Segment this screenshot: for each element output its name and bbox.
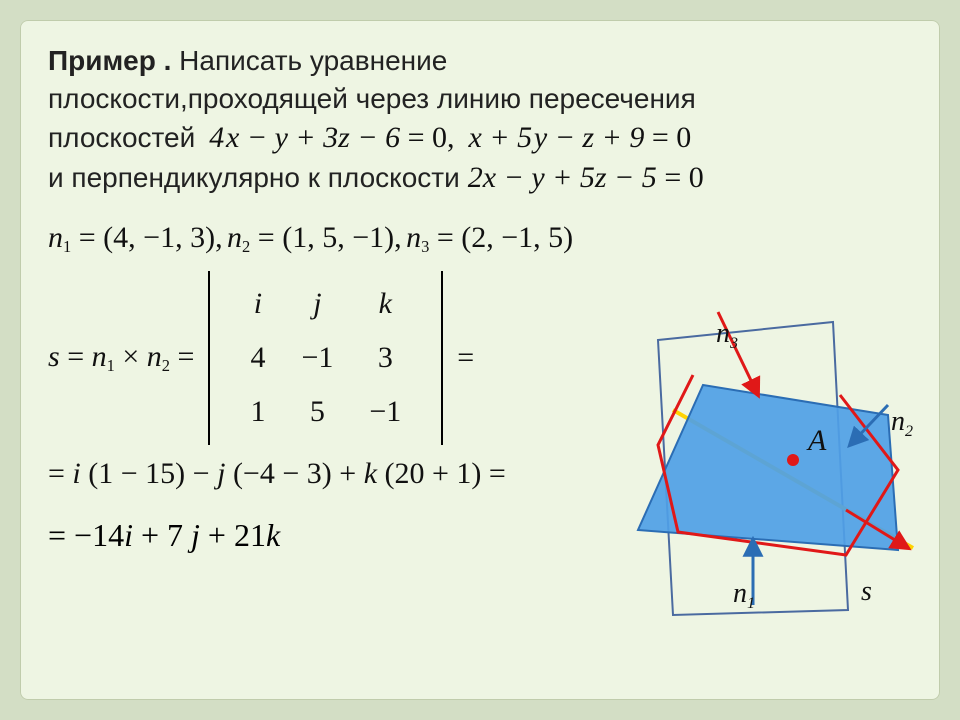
problem-line-1: Пример . Написать уравнение — [48, 42, 912, 80]
det-r3c1: 1 — [232, 385, 283, 439]
normal-n3: n3 = (2, −1, 5) — [406, 221, 573, 254]
det-i: i — [232, 277, 283, 331]
planes-diagram: A n3 n2 n1 s — [598, 300, 918, 630]
label-n3: n3 — [716, 318, 738, 352]
text-planes: плоскостей — [48, 119, 195, 157]
cross-lhs: s = n1 × n2 = — [48, 340, 194, 376]
equation-2: x + 5y − z + 9 = 0 — [469, 118, 692, 159]
det-r3c2: 5 — [283, 385, 351, 439]
label-s: s — [861, 576, 872, 607]
det-r2c3: 3 — [351, 331, 419, 385]
det-r3c3: −1 — [351, 385, 419, 439]
normal-n1: n1 = (4, −1, 3), — [48, 221, 223, 254]
det-equals: = — [457, 341, 474, 375]
equation-3: 2x − y + 5z − 5 = 0 — [468, 158, 704, 199]
det-k: k — [351, 277, 419, 331]
equation-1: 4x − y + 3z − 6 = 0, — [209, 118, 454, 159]
normals-line: n1 = (4, −1, 3), n2 = (1, 5, −1), n3 = (… — [48, 221, 912, 257]
problem-line-3: плоскостей 4x − y + 3z − 6 = 0, x + 5y −… — [48, 118, 912, 159]
content-panel: Пример . Написать уравнение плоскости,пр… — [20, 20, 940, 700]
problem-line-2: плоскости,проходящей через линию пересеч… — [48, 80, 912, 118]
det-r2c2: −1 — [283, 331, 351, 385]
det-r2c1: 4 — [232, 331, 283, 385]
example-label: Пример . — [48, 45, 171, 76]
determinant: i j k 4 −1 3 1 5 −1 — [208, 271, 443, 445]
text-1: Написать уравнение — [179, 45, 447, 76]
text-perp: и перпендикулярно к плоскости — [48, 159, 460, 197]
normal-n2: n2 = (1, 5, −1), — [227, 221, 402, 254]
label-A: A — [806, 424, 827, 457]
point-a — [787, 454, 799, 466]
label-n2: n2 — [891, 406, 913, 440]
problem-line-4: и перпендикулярно к плоскости 2x − y + 5… — [48, 158, 912, 199]
det-j: j — [283, 277, 351, 331]
